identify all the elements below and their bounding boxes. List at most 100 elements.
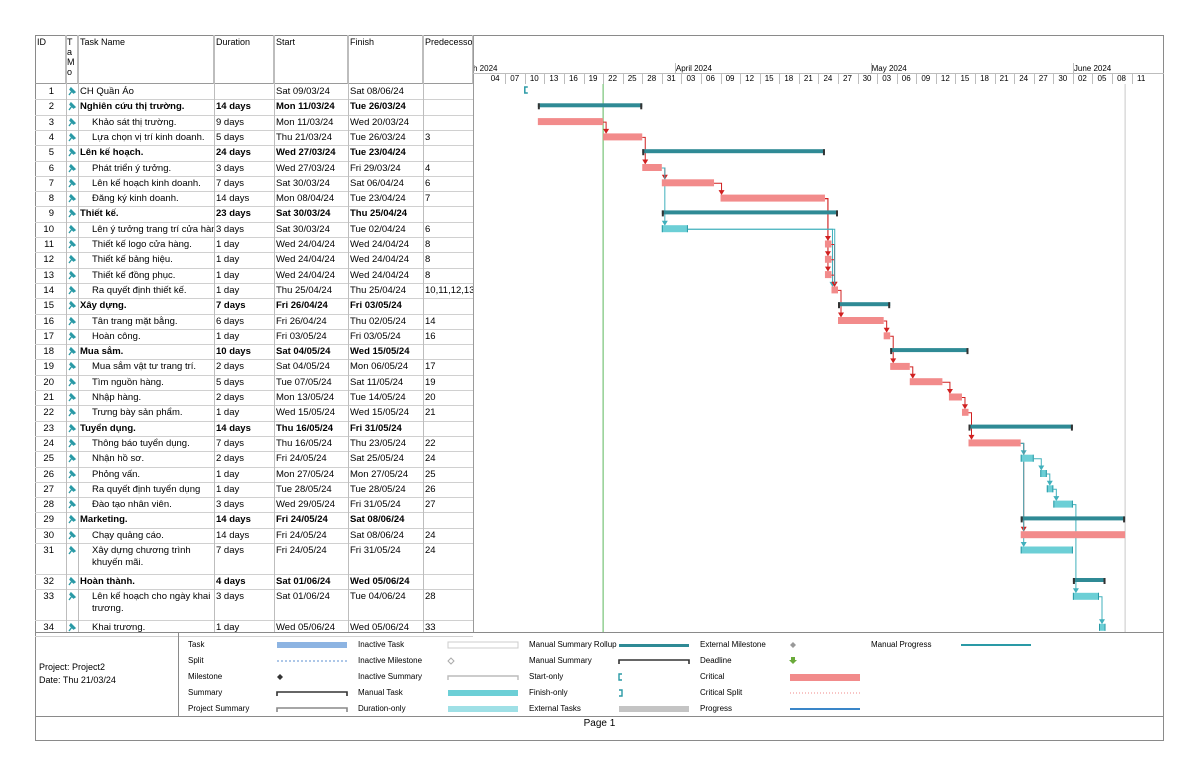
- pin-icon: [68, 255, 77, 264]
- task-id: 26: [43, 468, 54, 480]
- col-id-header[interactable]: ID: [35, 35, 66, 84]
- task-id: 4: [48, 131, 54, 143]
- task-start: Sat 04/05/24: [276, 361, 330, 373]
- col-pred-header[interactable]: Predecessors: [423, 35, 473, 84]
- day-tick-label: 30: [1058, 74, 1068, 83]
- task-id: 15: [43, 300, 54, 312]
- col-finish-header[interactable]: Finish: [348, 35, 423, 84]
- pin-icon: [68, 377, 77, 387]
- col-mode-header[interactable]: Ta Mo: [66, 35, 78, 84]
- summary-bar-end-cap: [822, 149, 825, 156]
- task-finish: Fri 03/05/24: [350, 300, 402, 312]
- legend-label: Inactive Summary: [358, 672, 423, 681]
- pin-icon: [68, 408, 77, 417]
- task-predecessors: 14: [425, 315, 436, 327]
- task-finish: Thu 25/04/24: [350, 208, 408, 220]
- row-divider: [35, 206, 473, 208]
- task-id: 19: [43, 361, 54, 373]
- task-duration: 1 day: [216, 468, 240, 480]
- task-id: 24: [43, 437, 54, 449]
- legend-project-summary-swatch: [276, 707, 348, 712]
- task-predecessors: 24: [425, 453, 436, 465]
- dependency-arrow: [946, 389, 953, 394]
- task-name: Mua sắm vật tư trang trí.: [92, 361, 197, 373]
- pin-icon: [68, 163, 77, 172]
- pin-icon: [68, 392, 77, 402]
- task-finish: Wed 15/05/24: [350, 346, 410, 358]
- row-divider: [35, 390, 473, 391]
- row-divider: [35, 282, 473, 284]
- task-duration: 2 days: [216, 392, 244, 403]
- task-finish: Thu 25/04/24: [350, 284, 406, 296]
- task-start: Mon 11/03/24: [276, 101, 335, 113]
- task-duration: 4 days: [216, 576, 246, 587]
- timescale-line: [870, 63, 872, 73]
- task-start: Wed 24/04/24: [276, 239, 335, 250]
- dependency-arrow: [642, 159, 649, 165]
- task-id: 10: [43, 223, 54, 235]
- task-name: Khảo sát thị trường.: [92, 116, 177, 128]
- dependency-link: [961, 397, 966, 408]
- dependency-link: [661, 167, 666, 224]
- task-name: Lên kế hoạch kinh doanh.: [92, 177, 201, 189]
- task-name: Xây dựng chương trình khuyến mãi.: [92, 545, 191, 568]
- task-predecessors: 24: [425, 529, 436, 541]
- col-name-header[interactable]: Task Name: [78, 35, 214, 84]
- row-divider: [35, 129, 473, 131]
- legend-inactive-task-swatch: [447, 641, 519, 649]
- legend-inactive-milestone-swatch: [447, 657, 455, 665]
- task-name: Ra quyết định tuyển dụng: [92, 483, 201, 495]
- pin-icon: [68, 362, 77, 371]
- row-divider: [35, 620, 473, 622]
- day-tick-label: 18: [784, 74, 794, 83]
- pin-icon: [68, 117, 77, 127]
- col-duration-header[interactable]: Duration: [214, 35, 274, 84]
- task-finish: Wed 24/04/24: [350, 269, 409, 281]
- task-name: Tân trang mặt bằng.: [92, 315, 178, 327]
- timescale-line: [1072, 63, 1074, 73]
- task-duration: 1 day: [216, 284, 240, 296]
- timescale-line: [759, 74, 761, 84]
- day-tick-label: 15: [764, 74, 774, 83]
- task-name: Chạy quảng cáo.: [92, 529, 164, 541]
- row-divider: [35, 114, 473, 116]
- timescale-line: [544, 74, 546, 84]
- timescale-line: [994, 74, 996, 84]
- task-finish: Sat 11/05/24: [350, 376, 404, 388]
- summary-bar-start-cap: [1072, 578, 1075, 584]
- dependency-arrow: [1038, 465, 1045, 471]
- task-start: Sat 01/06/24: [276, 591, 330, 603]
- col-start-header[interactable]: Start: [274, 35, 348, 84]
- task-duration: 14 days: [216, 514, 251, 526]
- task-id: 13: [43, 269, 54, 281]
- summary-bar-start-cap: [642, 149, 645, 156]
- task-start: Fri 03/05/24: [276, 330, 327, 342]
- task-name: Khai trương.: [92, 622, 146, 634]
- task-id: 9: [48, 208, 54, 220]
- dependency-arrow: [603, 128, 610, 134]
- day-tick-label: 03: [882, 74, 892, 83]
- critical-task-bar: [1020, 531, 1126, 539]
- task-name: Nhập hàng.: [92, 392, 142, 403]
- timescale-line: [916, 74, 918, 84]
- timescale-line: [857, 74, 859, 84]
- task-name: Thông báo tuyển dụng.: [92, 437, 190, 449]
- task-id: 34: [43, 622, 54, 634]
- timescale-line: [935, 74, 937, 84]
- day-tick-label: 24: [1019, 74, 1029, 83]
- task-name: Thiết kế.: [80, 208, 119, 220]
- pin-icon: [68, 469, 77, 478]
- summary-bar: [838, 302, 891, 307]
- critical-task-bar: [968, 439, 1021, 447]
- legend-label: Task: [188, 640, 205, 649]
- column-divider: [473, 35, 474, 632]
- task-start: Fri 24/05/24: [276, 545, 327, 556]
- day-tick-label: 18: [980, 74, 989, 83]
- row-divider: [35, 497, 473, 499]
- pin-icon: [68, 285, 77, 295]
- task-finish: Wed 15/05/24: [350, 407, 409, 419]
- manual-task-bar: [1020, 454, 1034, 462]
- day-tick-label: 03: [686, 74, 696, 83]
- task-name: Lên kế hoạch.: [80, 147, 144, 159]
